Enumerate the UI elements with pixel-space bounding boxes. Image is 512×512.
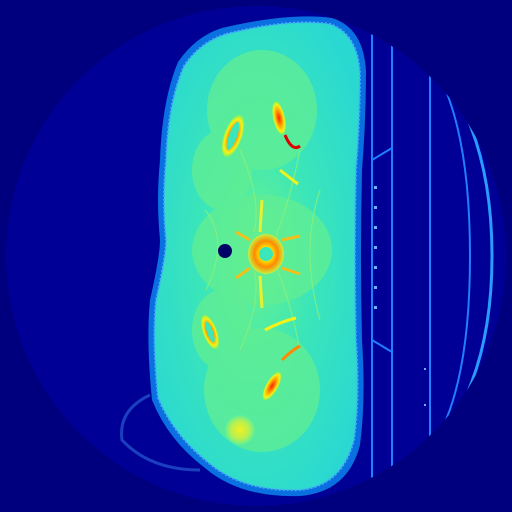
table-markers	[374, 186, 426, 406]
lower-bone-left	[200, 314, 220, 350]
muscle-regions	[192, 50, 332, 452]
artifact-edge	[120, 393, 201, 472]
femoral-head	[225, 415, 255, 445]
air-pocket	[218, 244, 232, 258]
fascia-lines	[204, 149, 321, 351]
lower-bone-right	[262, 316, 301, 401]
vertebra	[235, 199, 301, 309]
upper-bone-right	[272, 101, 301, 186]
skin-edge	[153, 21, 362, 492]
upper-bone-left	[221, 115, 245, 157]
